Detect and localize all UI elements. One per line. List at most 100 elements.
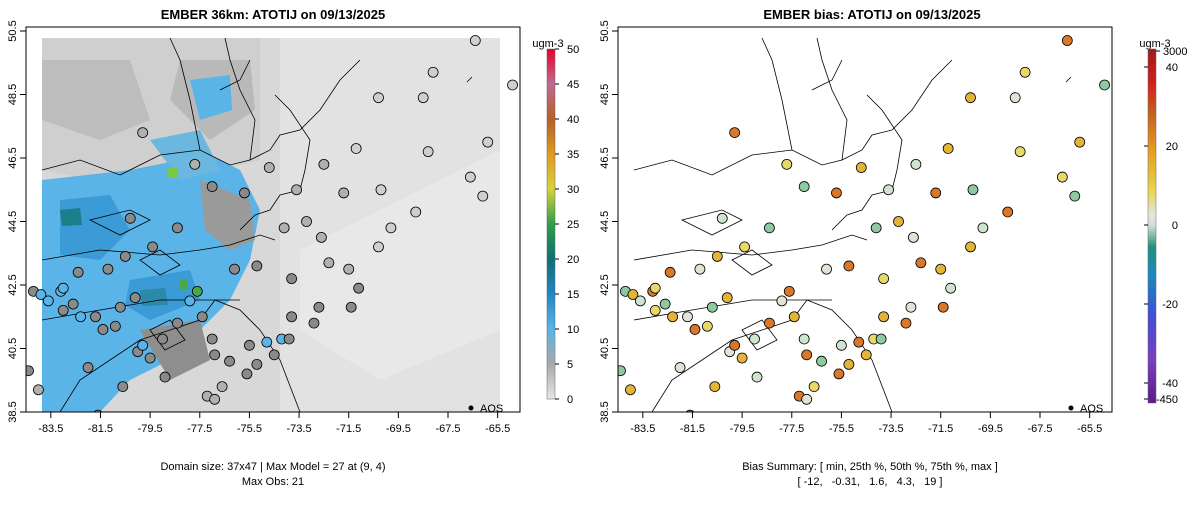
left-station-point xyxy=(469,35,481,46)
right-x-tick-label: -69.5 xyxy=(978,423,1003,435)
right-station-point xyxy=(729,127,741,139)
left-station-point xyxy=(33,384,44,396)
left-station-point xyxy=(196,311,208,323)
left-panel: EMBER 36km: ATOTIJ on 09/13/2025 xyxy=(7,7,579,488)
left-y-tick-label: 38.5 xyxy=(7,401,19,422)
right-station-point xyxy=(788,311,800,323)
left-station-point xyxy=(82,362,94,373)
left-station-point xyxy=(137,127,149,139)
left-station-point xyxy=(67,298,79,310)
right-station-point xyxy=(843,260,855,272)
left-axes: -83.5 -81.5 -79.5 -77.5 -75.5 -73.5 -71.5 -69.5… xyxy=(7,20,510,435)
left-station-point xyxy=(157,333,168,345)
left-station-point xyxy=(283,333,295,345)
right-station-point xyxy=(801,393,813,405)
left-station-point xyxy=(316,231,327,243)
right-colorbar-unit: ugm-3 xyxy=(1139,38,1170,50)
left-station-point xyxy=(313,301,325,313)
right-y-tick-label: 50.5 xyxy=(599,20,611,41)
left-station-point xyxy=(172,222,183,234)
left-station-point xyxy=(278,222,290,234)
left-station-point xyxy=(308,317,320,329)
left-footer-line2: Max Obs: 21 xyxy=(242,476,304,488)
left-station-point xyxy=(224,355,235,367)
right-station-point xyxy=(627,289,639,300)
right-map-area: AQS xyxy=(618,27,1112,415)
left-x-tick-label: -73.5 xyxy=(287,423,312,435)
right-station-point xyxy=(716,212,728,224)
left-station-point xyxy=(464,171,476,183)
right-station-point xyxy=(689,324,701,335)
left-colorbar-ticks: 0 5 10 15 20 25 30 35 40 45 50 xyxy=(555,44,579,406)
left-map-area: AQS xyxy=(26,27,520,415)
left-x-tick-label: -83.5 xyxy=(38,423,63,435)
right-station-point xyxy=(1056,171,1068,183)
right-station-point xyxy=(878,273,890,285)
left-station-point xyxy=(109,320,121,332)
right-station-point xyxy=(711,251,723,262)
left-station-point xyxy=(42,295,54,307)
right-y-tick-label: 40.5 xyxy=(599,338,611,359)
left-colorbar-tick-label: 0 xyxy=(567,394,573,406)
right-station-point xyxy=(1099,79,1110,91)
left-station-point xyxy=(216,381,228,393)
right-y-tick-label: 46.5 xyxy=(599,147,611,168)
right-colorbar xyxy=(1147,48,1157,404)
right-axes: -83.5 -81.5 -79.5 -77.5 -75.5 -73.5 -71.5 -69.5… xyxy=(599,20,1102,435)
left-station-point xyxy=(229,263,240,275)
right-x-tick-label: -83.5 xyxy=(630,423,655,435)
left-legend-label: AQS xyxy=(480,403,503,415)
right-station-point xyxy=(883,184,894,196)
left-station-point xyxy=(373,92,384,104)
right-station-point xyxy=(801,349,813,361)
right-station-point xyxy=(682,311,693,323)
right-x-tick-label: -77.5 xyxy=(779,423,804,435)
right-station-point xyxy=(977,222,989,234)
right-y-tick-label: 42.5 xyxy=(599,274,611,295)
left-y-tick-label: 48.5 xyxy=(7,84,19,105)
left-station-point xyxy=(251,358,263,370)
left-station-point xyxy=(345,301,357,313)
right-station-point xyxy=(798,181,810,192)
right-station-point xyxy=(843,358,855,370)
right-station-point xyxy=(764,222,775,234)
right-colorbar-tick-label: -40 xyxy=(1162,378,1178,390)
left-station-point xyxy=(57,304,69,316)
right-plot-frame xyxy=(617,26,1113,413)
right-station-point xyxy=(908,231,919,243)
right-station-point xyxy=(618,365,626,377)
left-station-point xyxy=(251,260,263,272)
right-colorbar-tick-label: -450 xyxy=(1156,394,1178,406)
left-station-point xyxy=(301,216,312,227)
right-station-point xyxy=(721,292,733,304)
right-station-point xyxy=(667,311,679,323)
right-station-point xyxy=(836,339,847,351)
right-station-point xyxy=(1002,206,1014,218)
left-x-tick-label: -81.5 xyxy=(88,423,113,435)
right-station-point xyxy=(749,333,760,345)
right-station-point xyxy=(1069,190,1081,202)
right-colorbar-tick-label: 40 xyxy=(1166,62,1178,74)
right-station-point xyxy=(821,263,832,275)
left-station-point xyxy=(286,273,298,285)
left-station-point xyxy=(263,162,275,173)
right-station-point xyxy=(967,184,979,196)
left-colorbar-tick-label: 25 xyxy=(567,219,579,231)
right-legend-label: AQS xyxy=(1080,403,1103,415)
right-x-tick-label: -75.5 xyxy=(829,423,854,435)
left-y-tick-label: 50.5 xyxy=(7,20,19,41)
right-station-point xyxy=(729,339,741,351)
left-colorbar-tick-label: 30 xyxy=(567,184,579,196)
right-station-point xyxy=(1074,136,1086,148)
left-station-point xyxy=(97,324,109,335)
right-panel: EMBER bias: ATOTIJ on 09/13/2025 AQS xyxy=(599,7,1187,488)
right-station-point xyxy=(625,384,636,396)
left-station-point xyxy=(172,317,183,329)
right-station-point xyxy=(739,241,751,253)
left-station-point xyxy=(410,206,422,218)
left-aqs-points xyxy=(26,35,518,412)
right-station-point xyxy=(781,158,793,170)
left-station-point xyxy=(90,311,101,323)
right-station-point xyxy=(1009,92,1021,104)
right-station-point xyxy=(853,336,865,348)
